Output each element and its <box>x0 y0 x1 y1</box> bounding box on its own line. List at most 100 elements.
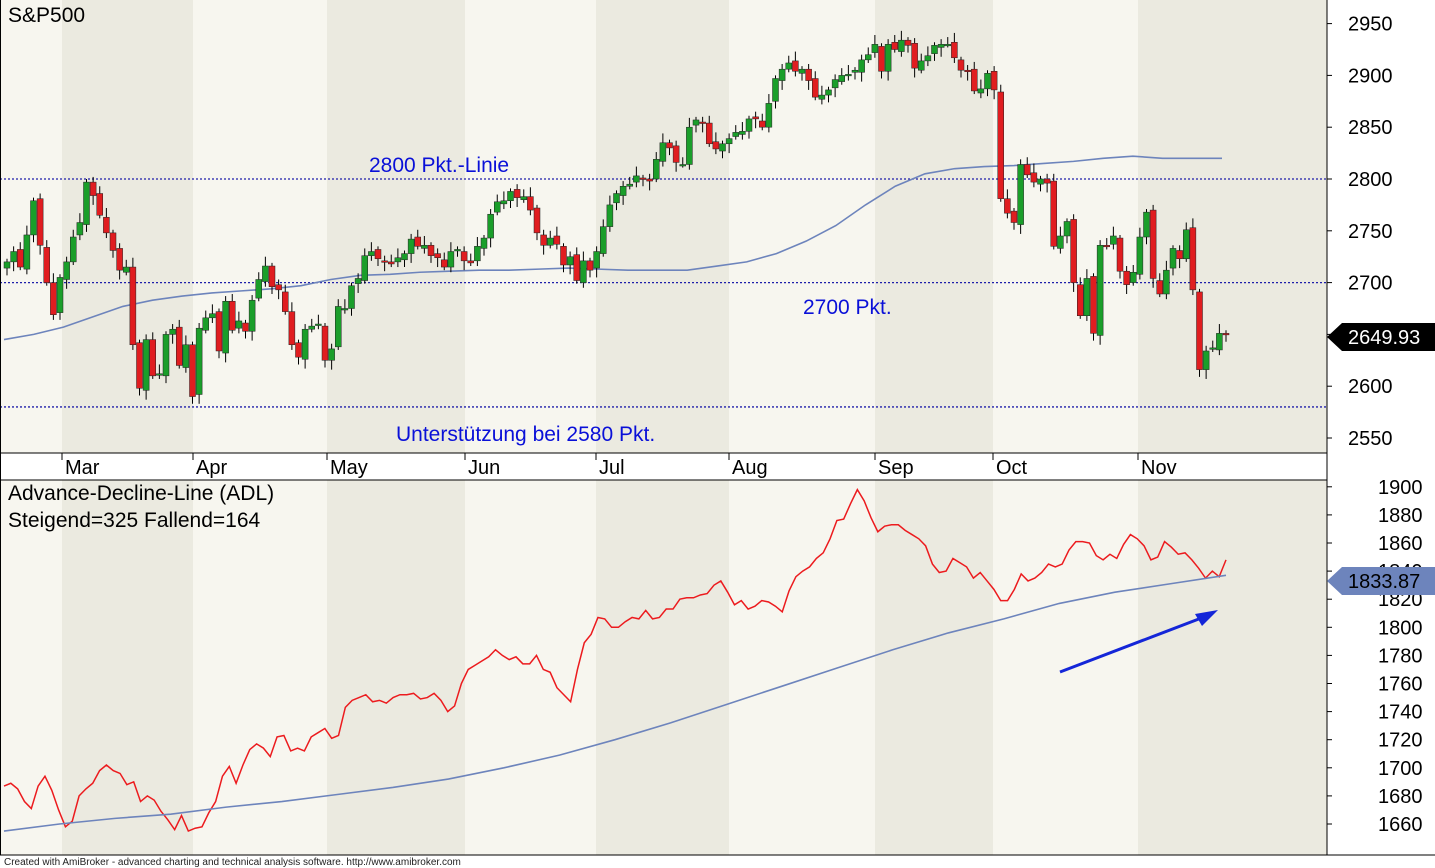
candle-body <box>818 94 826 100</box>
band-top <box>327 0 465 453</box>
candle-body <box>1057 235 1064 249</box>
candle-body <box>1216 333 1223 351</box>
candle-body <box>109 232 117 251</box>
candle-body <box>17 249 24 268</box>
candle-body <box>831 79 839 89</box>
candle-body <box>1149 209 1157 279</box>
candle-body <box>116 248 123 271</box>
band-bottom <box>193 480 327 855</box>
candle-body <box>248 299 256 332</box>
candle-body <box>70 236 77 263</box>
candle-body <box>533 207 541 234</box>
adl-last-value: 1833.87 <box>1348 571 1420 593</box>
footer-credit: Created with AmiBroker - advanced charti… <box>4 857 461 868</box>
candle-body <box>209 313 216 319</box>
candle-body <box>513 189 521 198</box>
candle-body <box>898 39 905 52</box>
candle-body <box>507 191 514 202</box>
candle-body <box>407 238 415 254</box>
candle-body <box>1090 276 1097 334</box>
band-bottom <box>1138 480 1327 855</box>
candle-body <box>997 91 1004 199</box>
band-bottom <box>465 480 596 855</box>
candle-body <box>593 251 600 269</box>
candle-body <box>699 121 706 124</box>
y-tick-label: 1720 <box>1378 730 1423 752</box>
candle-body <box>3 261 11 269</box>
candle-body <box>1222 333 1230 336</box>
candle-body <box>288 311 296 346</box>
price-last-value-tag: 2649.93 <box>1327 323 1435 351</box>
month-bands <box>0 0 1327 855</box>
candle-body <box>1037 178 1044 185</box>
candle-body <box>639 177 647 180</box>
candle-body <box>772 78 779 102</box>
price-panel: S&P500 2800 Pkt.-Linie 2700 Pkt. Unterst… <box>0 4 1327 446</box>
adl-last-value-tag: 1833.87 <box>1327 567 1435 595</box>
price-y-axis: 255026002650270027502800285029002950 <box>1327 14 1393 450</box>
candle-body <box>215 311 223 352</box>
candle-body <box>878 46 885 72</box>
candle-body <box>30 200 37 236</box>
candle-body <box>580 260 587 283</box>
candle-body <box>500 200 508 205</box>
candle-body <box>1110 235 1117 245</box>
candle-body <box>540 234 547 246</box>
candle-body <box>765 103 773 128</box>
candle-body <box>666 142 673 149</box>
candle-body <box>149 339 156 377</box>
candle-body <box>805 68 812 81</box>
candle-body <box>301 328 309 360</box>
candle-body <box>1070 219 1077 283</box>
band-bottom <box>596 480 729 855</box>
candle-body <box>785 62 792 70</box>
candle-body <box>944 44 951 47</box>
candle-body <box>1116 237 1124 272</box>
candle-body <box>10 251 17 263</box>
candle-body <box>494 201 501 213</box>
candle-body <box>619 186 627 196</box>
candle-body <box>1096 245 1104 336</box>
candle-body <box>778 68 786 81</box>
band-top <box>596 0 729 453</box>
candle-body <box>487 213 494 239</box>
candle-body <box>1196 291 1203 370</box>
candle-body <box>63 261 70 280</box>
candle-body <box>732 132 739 137</box>
candle-body <box>1189 227 1197 291</box>
candle-body <box>83 181 90 225</box>
candle-body <box>427 245 435 256</box>
candle-body <box>547 237 554 246</box>
candle-body <box>467 260 474 264</box>
candle-body <box>361 255 368 281</box>
candle-body <box>911 43 918 69</box>
candle-body <box>752 116 759 120</box>
candle-body <box>156 373 163 376</box>
candle-body <box>884 44 892 72</box>
x-tick-label: Oct <box>996 457 1028 479</box>
candle-body <box>1010 210 1018 223</box>
y-tick-label: 2700 <box>1348 273 1393 295</box>
horizontal-level-lines <box>0 178 1327 408</box>
y-tick-label: 2850 <box>1348 117 1393 139</box>
candle-body <box>1017 164 1024 225</box>
annotation-2800-line: 2800 Pkt.-Linie <box>369 154 509 177</box>
candle-body <box>262 265 269 282</box>
candle-body <box>142 339 150 391</box>
x-tick-label: Mar <box>65 457 100 479</box>
adl-panel: Advance-Decline-Line (ADL) Steigend=325 … <box>3 482 1227 832</box>
candle-body <box>891 41 898 50</box>
candle-body <box>401 253 408 261</box>
candle-body <box>858 59 865 73</box>
candle-body <box>441 259 448 268</box>
y-tick-label: 1760 <box>1378 674 1423 696</box>
candle-body <box>169 328 176 335</box>
candle-body <box>229 300 236 331</box>
y-tick-label: 1800 <box>1378 617 1423 639</box>
x-tick-label: May <box>330 457 368 479</box>
candle-body <box>990 71 998 91</box>
x-tick-label: Sep <box>878 457 914 479</box>
candle-body <box>255 279 262 299</box>
adl-layer <box>3 488 1227 832</box>
